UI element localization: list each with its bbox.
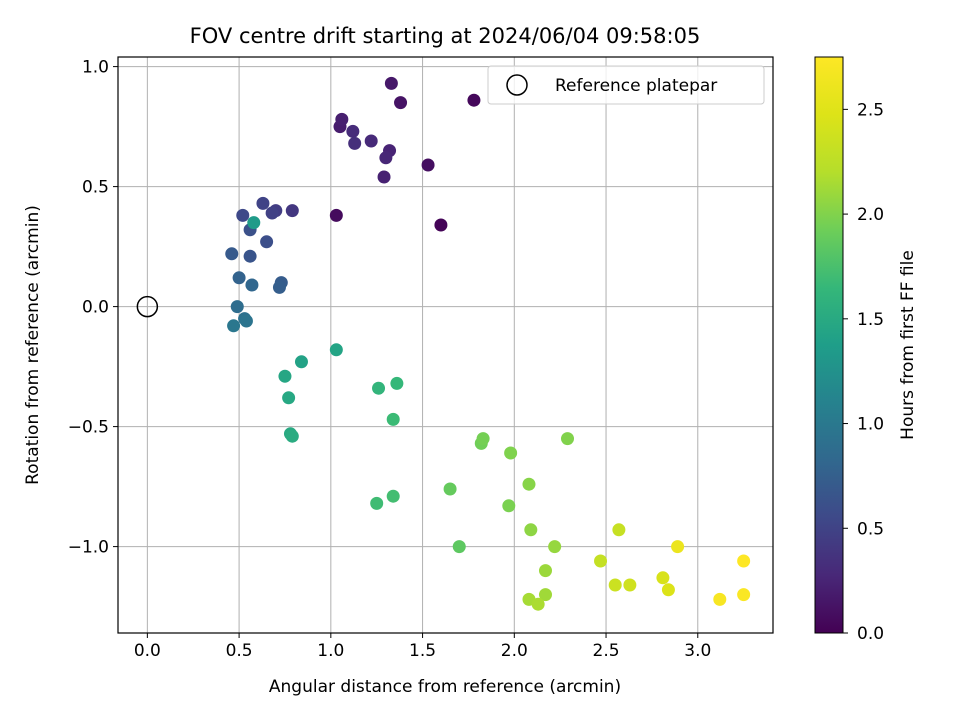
colorbar-ticks: 0.0 0.5 1.0 1.5 2.0 2.5 <box>843 100 884 644</box>
colorbar-tick-label: 2.0 <box>857 205 884 225</box>
reference-platepar-marker <box>136 295 159 318</box>
data-point <box>671 540 685 554</box>
data-point <box>232 271 246 285</box>
data-point <box>538 588 552 602</box>
data-point <box>443 482 457 496</box>
data-point <box>243 249 257 263</box>
legend-box <box>487 65 765 105</box>
data-point <box>524 523 538 537</box>
data-point <box>227 319 241 333</box>
data-point <box>661 583 675 597</box>
data-point <box>504 446 518 460</box>
data-point <box>285 429 299 443</box>
x-tick-label: 0.0 <box>134 641 161 661</box>
x-tick-label: 1.5 <box>409 641 436 661</box>
data-point <box>538 564 552 578</box>
x-tick-label: 2.0 <box>501 641 528 661</box>
data-point <box>390 376 404 390</box>
data-point <box>294 355 308 369</box>
data-point <box>230 300 244 314</box>
colorbar-tick-label: 0.0 <box>857 624 884 644</box>
y-tick-label: −1.0 <box>68 538 109 558</box>
reference-layer <box>136 295 159 318</box>
data-point <box>737 554 751 568</box>
x-axis-ticks: 0.0 0.5 1.0 1.5 2.0 2.5 3.0 <box>134 633 711 661</box>
data-point <box>548 540 562 554</box>
data-point <box>247 216 261 230</box>
data-point <box>713 592 727 606</box>
data-point <box>285 204 299 218</box>
data-point <box>282 391 296 405</box>
y-tick-label: −0.5 <box>68 418 109 438</box>
data-point <box>421 158 435 172</box>
legend: Reference platepar <box>487 65 765 105</box>
data-point <box>452 540 466 554</box>
colorbar <box>814 56 844 634</box>
y-axis-label: Rotation from reference (arcmin) <box>23 205 43 485</box>
data-point <box>329 343 343 357</box>
chart-title: FOV centre drift starting at 2024/06/04 … <box>190 24 701 48</box>
data-point <box>502 499 516 513</box>
colorbar-tick-label: 1.0 <box>857 415 884 435</box>
y-tick-label: 0.0 <box>82 298 109 318</box>
data-point <box>372 381 386 395</box>
data-point <box>245 278 259 292</box>
colorbar-label: Hours from first FF file <box>898 250 918 440</box>
data-point <box>346 124 360 138</box>
data-point <box>394 96 408 110</box>
data-point <box>434 218 448 232</box>
x-tick-label: 2.5 <box>593 641 620 661</box>
data-point <box>612 523 626 537</box>
data-point <box>384 76 398 90</box>
colorbar-tick-label: 2.5 <box>857 100 884 120</box>
data-point <box>335 112 349 126</box>
data-point <box>239 314 253 328</box>
legend-label: Reference platepar <box>555 76 717 96</box>
data-point <box>260 235 274 249</box>
data-point <box>348 136 362 150</box>
y-tick-label: 0.5 <box>82 178 109 198</box>
data-point <box>379 151 393 165</box>
data-point <box>522 477 536 491</box>
data-point <box>236 208 250 222</box>
data-point <box>561 432 575 446</box>
data-point <box>623 578 637 592</box>
grid <box>118 57 773 633</box>
data-point <box>386 489 400 503</box>
data-point <box>377 170 391 184</box>
data-point <box>256 196 270 210</box>
data-points <box>225 76 751 611</box>
plot-frame <box>117 56 774 634</box>
data-point <box>272 280 286 294</box>
data-point <box>608 578 622 592</box>
x-tick-label: 0.5 <box>226 641 253 661</box>
data-point <box>467 93 481 107</box>
colorbar-tick-label: 1.5 <box>857 310 884 330</box>
x-tick-label: 3.0 <box>684 641 711 661</box>
legend-marker <box>506 74 528 96</box>
data-point <box>531 597 545 611</box>
x-tick-label: 1.0 <box>317 641 344 661</box>
data-point <box>594 554 608 568</box>
data-point <box>265 206 279 220</box>
x-axis-label: Angular distance from reference (arcmin) <box>269 677 621 697</box>
data-point <box>329 208 343 222</box>
data-point <box>370 496 384 510</box>
data-point <box>737 588 751 602</box>
colorbar-tick-label: 0.5 <box>857 519 884 539</box>
data-point <box>364 134 378 148</box>
y-axis-ticks: −1.0 −0.5 0.0 0.5 1.0 <box>68 58 118 558</box>
data-point <box>476 432 490 446</box>
data-point <box>278 369 292 383</box>
y-tick-label: 1.0 <box>82 58 109 78</box>
data-point <box>656 571 670 585</box>
data-point <box>225 247 239 261</box>
data-point <box>386 412 400 426</box>
